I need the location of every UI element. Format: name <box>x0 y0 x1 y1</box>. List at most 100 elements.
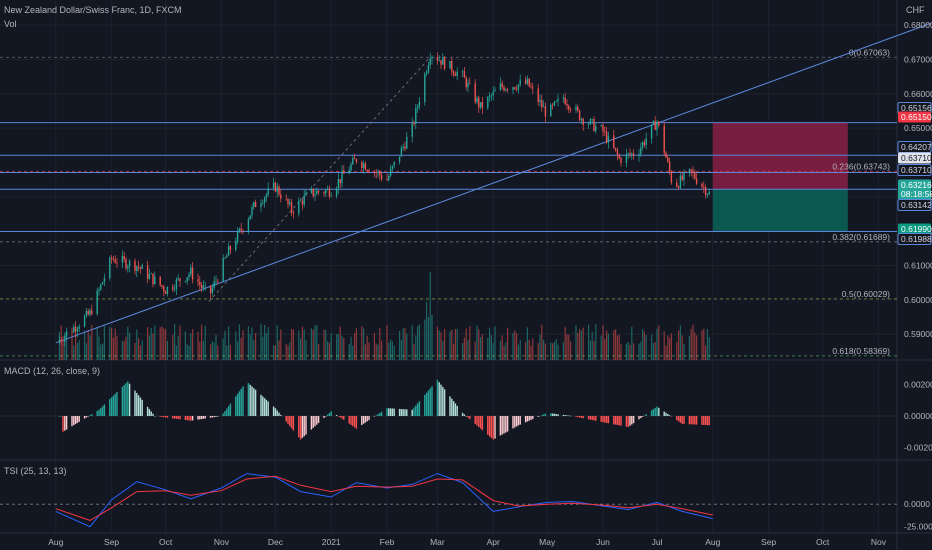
time-axis-label: Aug <box>705 537 720 547</box>
volume-bar <box>643 331 645 360</box>
candle-body <box>164 291 167 294</box>
macd-histogram-bar <box>265 399 268 416</box>
volume-bar <box>429 272 431 360</box>
candle-body <box>438 60 440 61</box>
macd-histogram-bar <box>78 416 80 422</box>
symbol-title[interactable]: New Zealand Dollar/Swiss Franc, 1D, FXCM <box>4 5 182 15</box>
candle-body <box>262 203 264 204</box>
volume-bar <box>615 329 617 360</box>
price-axis-label: 0.61000 <box>904 261 932 271</box>
volume-bar <box>323 329 325 360</box>
volume-bar <box>287 345 289 360</box>
volume-indicator-label[interactable]: Vol <box>4 19 17 29</box>
volume-bar <box>237 341 239 360</box>
macd-histogram-bar <box>74 416 77 425</box>
macd-histogram-bar <box>469 416 471 420</box>
macd-histogram-bar <box>474 416 476 424</box>
volume-bar <box>147 326 149 360</box>
macd-histogram-bar <box>494 416 496 439</box>
candle-body <box>373 172 376 173</box>
candle-body <box>627 153 629 154</box>
candle-body <box>121 255 124 263</box>
volume-bar <box>328 342 330 360</box>
candle-body <box>290 202 293 213</box>
candle-body <box>350 164 352 171</box>
candle-body <box>235 242 237 250</box>
macd-histogram-bar <box>467 416 469 418</box>
candle-body <box>240 228 242 231</box>
macd-histogram-bar <box>566 415 568 416</box>
candle-body <box>670 171 673 183</box>
candle-body <box>163 286 165 292</box>
volume-bar <box>390 339 392 360</box>
volume-bar <box>537 342 539 360</box>
candle-body <box>249 215 251 220</box>
volume-bar <box>490 334 492 360</box>
volume-bar <box>210 344 212 360</box>
macd-histogram-bar <box>553 413 556 416</box>
volume-bar <box>62 344 64 360</box>
candle-body <box>416 106 419 109</box>
macd-histogram-bar <box>589 416 592 420</box>
volume-bar <box>694 332 696 360</box>
macd-histogram-bar <box>411 409 413 416</box>
macd-histogram-bar <box>541 415 543 416</box>
volume-bar <box>325 329 327 360</box>
volume-bar <box>84 330 86 360</box>
candle-body <box>314 194 316 196</box>
candle-body <box>564 97 566 105</box>
macd-histogram-bar <box>262 396 264 416</box>
candle-body <box>580 119 583 121</box>
volume-bar <box>204 326 206 360</box>
volume-bar <box>211 341 213 360</box>
macd-histogram-bar <box>442 386 444 416</box>
volume-bar <box>255 332 257 360</box>
volume-bar <box>226 345 228 360</box>
volume-bar <box>292 329 294 360</box>
time-axis-label: Oct <box>159 537 173 547</box>
macd-histogram-bar <box>641 416 644 417</box>
price-tag: 0.64207 <box>897 141 932 153</box>
macd-histogram-bar <box>604 416 606 423</box>
macd-indicator-label[interactable]: MACD (12, 26, close, 9) <box>4 366 101 376</box>
volume-bar <box>111 327 113 360</box>
volume-bar <box>436 326 438 360</box>
price-tag: 0.61990 <box>898 223 932 235</box>
candle-body <box>683 172 685 180</box>
candle-body <box>348 170 350 174</box>
candle-body <box>134 260 136 271</box>
volume-bar <box>375 343 377 360</box>
macd-histogram-bar <box>632 416 635 424</box>
candle-body <box>614 147 617 150</box>
macd-histogram-bar <box>443 389 446 416</box>
macd-histogram-bar <box>613 416 615 425</box>
volume-bar <box>706 329 708 360</box>
macd-histogram-bar <box>625 416 628 427</box>
volume-bar <box>541 324 543 360</box>
macd-histogram-bar <box>317 416 320 423</box>
macd-histogram-bar <box>593 416 595 421</box>
macd-histogram-bar <box>605 416 608 423</box>
macd-histogram-bar <box>222 413 224 416</box>
tsi-indicator-label[interactable]: TSI (25, 13, 13) <box>4 466 67 476</box>
candle-body <box>136 266 138 271</box>
macd-histogram-bar <box>614 416 617 425</box>
time-axis-label: Jun <box>596 537 610 547</box>
macd-histogram-bar <box>595 416 597 421</box>
volume-bar <box>368 342 370 360</box>
fibonacci-level-label: 0.382(0.61689) <box>832 232 890 242</box>
candle-body <box>607 135 610 143</box>
candle-body <box>555 101 557 102</box>
volume-bar <box>163 328 165 360</box>
candle-body <box>551 104 554 106</box>
macd-histogram-bar <box>695 416 698 425</box>
macd-histogram-bar <box>389 408 392 416</box>
macd-histogram-bar <box>298 416 300 438</box>
candle-body <box>190 267 192 275</box>
volume-bar <box>314 325 316 360</box>
time-axis-label: Sep <box>761 537 776 547</box>
macd-histogram-bar <box>479 416 482 429</box>
fibonacci-level-label: 0.236(0.63743) <box>832 161 890 171</box>
macd-histogram-bar <box>501 416 503 435</box>
